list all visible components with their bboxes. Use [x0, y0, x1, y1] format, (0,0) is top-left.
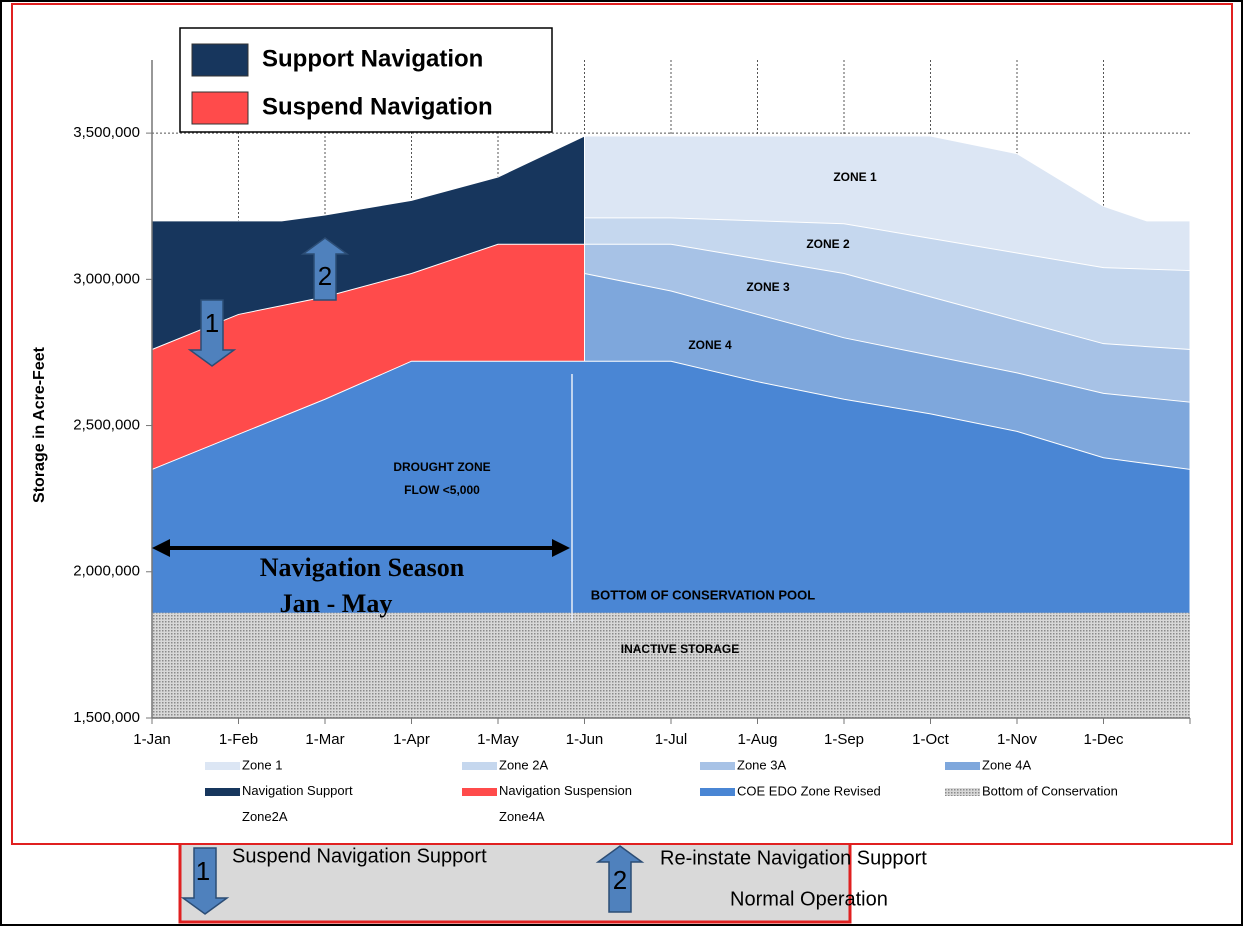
legend-line: Navigation Suspension — [499, 783, 632, 798]
legend-line: Zone4A — [499, 809, 545, 824]
key-swatch — [191, 91, 249, 125]
x-tick-label: 1-Jan — [133, 731, 171, 748]
x-tick-label: 1-Feb — [219, 731, 258, 748]
note-box — [178, 840, 852, 924]
annotation: ZONE 3 — [746, 280, 790, 294]
legend-swatch — [945, 762, 980, 770]
x-tick-label: 1-Jun — [566, 731, 604, 748]
x-tick-label: 1-Aug — [737, 731, 777, 748]
arrow — [595, 845, 645, 913]
annotation: ZONE 2 — [806, 237, 850, 251]
legend-swatch — [205, 788, 240, 796]
y-tick-label: 2,500,000 — [73, 417, 140, 434]
legend-swatch — [462, 762, 497, 770]
key-swatch — [191, 43, 249, 77]
legend-label: COE EDO Zone Revised — [737, 783, 881, 798]
legend-line: Navigation Support — [242, 783, 353, 798]
y-tick-label: 3,500,000 — [73, 124, 140, 141]
y-tick-label: 3,000,000 — [73, 270, 140, 287]
legend-swatch — [700, 788, 735, 796]
x-tick-label: 1-Mar — [305, 731, 344, 748]
x-tick-label: 1-Oct — [912, 731, 950, 748]
legend-label: Zone 3A — [737, 757, 786, 772]
note: Suspend Navigation Support — [232, 845, 487, 867]
annotation: INACTIVE STORAGE — [621, 642, 739, 656]
legend-swatch — [462, 788, 497, 796]
legend-label: Navigation Support Zone2A — [242, 783, 353, 824]
annotation: DROUGHT ZONE — [393, 460, 490, 474]
note: Normal Operation — [730, 888, 888, 910]
note: Re-instate Navigation Support — [660, 847, 927, 869]
annotation: ZONE 4 — [688, 338, 732, 352]
arrow-head — [552, 539, 570, 557]
key-label: Support Navigation — [262, 45, 483, 72]
x-tick-label: 1-May — [477, 731, 519, 748]
legend-swatch — [205, 762, 240, 770]
arrow — [300, 237, 350, 301]
annotation: Navigation Season — [260, 553, 465, 582]
key-label: Suspend Navigation — [262, 93, 493, 120]
x-tick-label: 1-Apr — [393, 731, 430, 748]
legend-label: Navigation Suspension Zone4A — [499, 783, 632, 824]
arrow — [180, 847, 230, 915]
annotation: BOTTOM OF CONSERVATION POOL — [591, 587, 815, 602]
annotation: FLOW <5,000 — [404, 483, 480, 497]
arrow-label: 2 — [318, 261, 332, 291]
legend-label: Zone 4A — [982, 757, 1031, 772]
x-tick-label: 1-Dec — [1083, 731, 1124, 748]
legend-swatch — [945, 788, 980, 796]
legend-label: Zone 1 — [242, 757, 282, 772]
plot: 1,500,000 2,000,000 2,500,000 3,000,000 3,50… — [31, 60, 1191, 748]
legend-swatch — [700, 762, 735, 770]
arrow — [187, 299, 237, 367]
x-tick-label: 1-Sep — [824, 731, 864, 748]
arrow-label: 2 — [613, 865, 627, 895]
y-axis-title: Storage in Acre-Feet — [31, 346, 48, 503]
y-tick-label: 2,000,000 — [73, 563, 140, 580]
annotation: Jan - May — [280, 589, 393, 618]
arrow-label: 1 — [196, 856, 210, 886]
arrow-label: 1 — [205, 308, 219, 338]
area — [152, 612, 1190, 718]
x-tick-label: 1-Nov — [997, 731, 1038, 748]
legend-line: Zone2A — [242, 809, 288, 824]
legend-label: Bottom of Conservation — [982, 783, 1118, 798]
overlay: ZONE 1 ZONE 2 ZONE 3 ZONE 4 DROUGHT ZONE FLOW… — [152, 27, 1118, 915]
legend-label: Zone 2A — [499, 757, 548, 772]
annotation: ZONE 1 — [833, 170, 877, 184]
arrow-head — [152, 539, 170, 557]
y-tick-label: 1,500,000 — [73, 709, 140, 726]
x-tick-label: 1-Jul — [655, 731, 688, 748]
